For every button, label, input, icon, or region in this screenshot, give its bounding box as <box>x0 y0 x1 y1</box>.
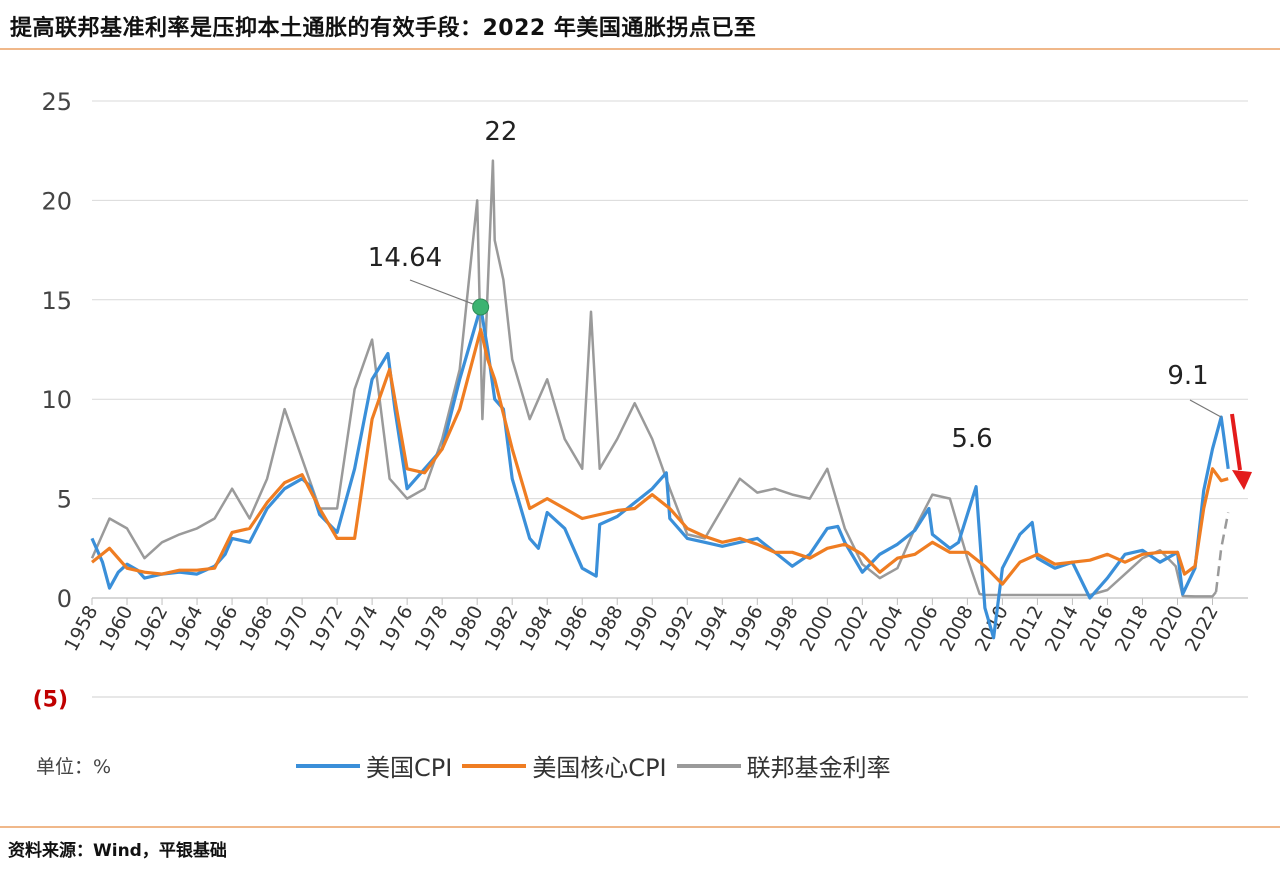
x-tick-label: 1988 <box>586 602 628 655</box>
annotation-leader <box>409 279 481 308</box>
x-tick-label: 1992 <box>656 602 698 655</box>
x-tick-label: 2016 <box>1076 602 1118 655</box>
annotation-label-9-1: 9.1 <box>1167 361 1208 391</box>
annotation-marker <box>472 298 490 316</box>
x-tick-label: 1994 <box>691 602 733 655</box>
annotation-leader <box>1189 399 1222 418</box>
legend-item-fed-funds: 联邦基金利率 <box>676 748 891 783</box>
x-tick-label: 2000 <box>796 602 838 655</box>
x-tick-label: 1976 <box>375 602 417 655</box>
arrow-down-icon <box>1230 413 1242 471</box>
line-chart: 2520151050(5)195819601962196419661968197… <box>33 88 1252 712</box>
x-tick-label: 1990 <box>621 602 663 655</box>
x-tick-label: 1982 <box>480 602 522 655</box>
legend-label: 联邦基金利率 <box>746 754 891 782</box>
x-tick-label: 1972 <box>305 602 347 655</box>
x-tick-label: 2018 <box>1111 602 1153 655</box>
series-line-fed-funds-dashed <box>1214 512 1230 593</box>
legend: 美国CPI 美国核心CPI 联邦基金利率 <box>296 748 901 783</box>
x-tick-label: 1968 <box>235 602 277 655</box>
x-tick-label: 2012 <box>1006 602 1048 655</box>
legend-item-core-cpi: 美国核心CPI <box>462 748 667 783</box>
x-tick-label: 2020 <box>1146 602 1188 655</box>
x-tick-label: 2006 <box>901 602 943 655</box>
x-tick-label: 2008 <box>936 602 978 655</box>
legend-label: 美国CPI <box>366 754 453 782</box>
y-tick-label: (5) <box>33 687 68 712</box>
x-tick-label: 1960 <box>95 602 137 655</box>
y-tick-label: 10 <box>41 386 72 414</box>
page-title: 提高联邦基准利率是压抑本土通胀的有效手段：2022 年美国通胀拐点已至 <box>10 16 757 41</box>
annotation-label-22: 22 <box>484 117 517 147</box>
y-tick-label: 0 <box>57 585 72 613</box>
y-tick-label: 20 <box>41 187 72 215</box>
legend-item-cpi: 美国CPI <box>296 748 452 783</box>
series-line-core-cpi <box>91 328 1229 586</box>
x-tick-label: 1970 <box>270 602 312 655</box>
legend-swatch <box>296 763 360 768</box>
annotation-label-5-6: 5.6 <box>951 424 992 454</box>
y-tick-label: 15 <box>41 287 72 315</box>
x-tick-label: 1986 <box>551 602 593 655</box>
legend-label: 美国核心CPI <box>532 754 667 782</box>
series-line-cpi <box>90 305 1230 640</box>
source-divider <box>0 826 1280 828</box>
arrow-head-icon <box>1232 470 1252 490</box>
source-note: 资料来源：Wind，平银基础 <box>8 841 227 861</box>
annotation-label-14-64: 14.64 <box>368 243 442 273</box>
legend-swatch <box>676 763 741 768</box>
series-line-fed-funds <box>90 159 1217 598</box>
x-tick-label: 1962 <box>130 602 172 655</box>
x-tick-label: 2022 <box>1181 602 1223 655</box>
x-tick-label: 1978 <box>410 602 452 655</box>
y-tick-label: 5 <box>57 486 72 514</box>
x-tick-label: 2002 <box>831 602 873 655</box>
x-tick-label: 1980 <box>445 602 487 655</box>
x-tick-label: 1966 <box>200 602 242 655</box>
legend-swatch <box>462 763 527 768</box>
x-tick-label: 1996 <box>726 602 768 655</box>
x-tick-label: 1964 <box>165 602 207 655</box>
x-tick-label: 1974 <box>340 602 382 655</box>
x-tick-label: 2004 <box>866 602 908 655</box>
x-tick-label: 1998 <box>761 602 803 655</box>
y-tick-label: 25 <box>41 88 72 116</box>
unit-label: 单位：% <box>36 756 112 778</box>
x-tick-label: 1984 <box>515 602 557 655</box>
x-tick-label: 2014 <box>1041 602 1083 655</box>
title-divider <box>0 48 1280 50</box>
